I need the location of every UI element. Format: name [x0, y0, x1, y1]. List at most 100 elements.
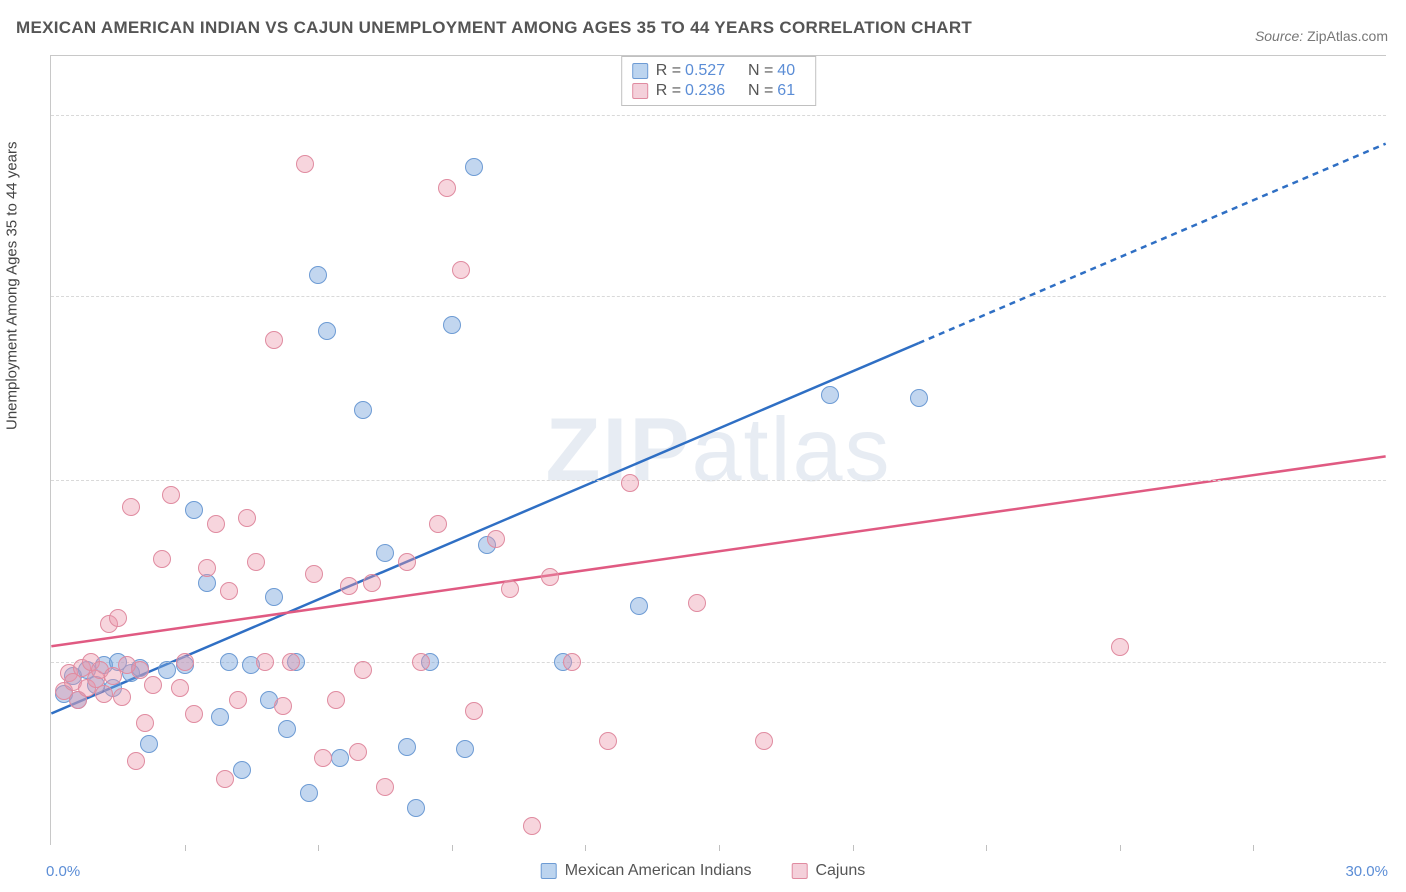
data-point	[354, 401, 372, 419]
series-legend-item: Mexican American Indians	[541, 862, 752, 880]
data-point	[176, 653, 194, 671]
x-tick-mark	[585, 845, 586, 851]
data-point	[340, 577, 358, 595]
data-point	[541, 568, 559, 586]
x-tick-mark	[1253, 845, 1254, 851]
data-point	[1111, 638, 1129, 656]
trend-line-extrapolated	[919, 144, 1386, 343]
y-axis-label: Unemployment Among Ages 35 to 44 years	[4, 141, 21, 430]
data-point	[238, 509, 256, 527]
legend-row: R =0.236 N =61	[632, 81, 806, 101]
trend-line	[51, 456, 1385, 646]
data-point	[118, 656, 136, 674]
data-point	[233, 761, 251, 779]
data-point	[136, 714, 154, 732]
gridline	[51, 115, 1386, 116]
legend-swatch	[632, 63, 648, 79]
data-point	[220, 582, 238, 600]
watermark: ZIPatlas	[545, 399, 891, 502]
data-point	[331, 749, 349, 767]
data-point	[314, 749, 332, 767]
data-point	[412, 653, 430, 671]
series-name: Mexican American Indians	[565, 862, 752, 880]
x-tick-mark	[318, 845, 319, 851]
data-point	[109, 609, 127, 627]
data-point	[688, 594, 706, 612]
source-attribution: Source: ZipAtlas.com	[1255, 28, 1388, 44]
x-tick-mark	[185, 845, 186, 851]
data-point	[821, 386, 839, 404]
legend-text: R =0.527 N =40	[656, 62, 806, 80]
data-point	[456, 740, 474, 758]
data-point	[216, 770, 234, 788]
data-point	[282, 653, 300, 671]
data-point	[122, 498, 140, 516]
data-point	[278, 720, 296, 738]
y-tick-label: 6.3%	[1392, 653, 1406, 670]
legend-row: R =0.527 N =40	[632, 61, 806, 81]
data-point	[265, 588, 283, 606]
series-name: Cajuns	[815, 862, 865, 880]
data-point	[309, 266, 327, 284]
data-point	[162, 486, 180, 504]
data-point	[443, 316, 461, 334]
data-point	[265, 331, 283, 349]
data-point	[211, 708, 229, 726]
series-legend-item: Cajuns	[791, 862, 865, 880]
data-point	[220, 653, 238, 671]
watermark-zip: ZIP	[545, 400, 691, 500]
gridline	[51, 480, 1386, 481]
legend-text: R =0.236 N =61	[656, 82, 806, 100]
trend-lines-layer	[51, 56, 1386, 845]
x-tick-mark	[452, 845, 453, 851]
data-point	[185, 705, 203, 723]
data-point	[465, 158, 483, 176]
data-point	[398, 553, 416, 571]
legend-swatch	[541, 863, 557, 879]
data-point	[910, 389, 928, 407]
x-axis-origin-label: 0.0%	[46, 863, 80, 880]
data-point	[318, 322, 336, 340]
data-point	[300, 784, 318, 802]
data-point	[599, 732, 617, 750]
y-tick-label: 12.5%	[1392, 472, 1406, 489]
data-point	[274, 697, 292, 715]
data-point	[185, 501, 203, 519]
data-point	[523, 817, 541, 835]
y-tick-label: 18.8%	[1392, 287, 1406, 304]
x-tick-mark	[719, 845, 720, 851]
data-point	[563, 653, 581, 671]
gridline	[51, 296, 1386, 297]
data-point	[207, 515, 225, 533]
x-tick-mark	[853, 845, 854, 851]
x-axis-max-label: 30.0%	[1345, 863, 1388, 880]
series-legend: Mexican American Indians Cajuns	[541, 862, 866, 880]
data-point	[621, 474, 639, 492]
data-point	[305, 565, 323, 583]
legend-swatch	[791, 863, 807, 879]
source-label: Source:	[1255, 28, 1303, 44]
data-point	[429, 515, 447, 533]
data-point	[755, 732, 773, 750]
data-point	[452, 261, 470, 279]
data-point	[501, 580, 519, 598]
data-point	[140, 735, 158, 753]
data-point	[407, 799, 425, 817]
data-point	[171, 679, 189, 697]
data-point	[153, 550, 171, 568]
x-tick-mark	[1120, 845, 1121, 851]
x-tick-mark	[986, 845, 987, 851]
data-point	[144, 676, 162, 694]
data-point	[95, 685, 113, 703]
data-point	[630, 597, 648, 615]
chart-title: MEXICAN AMERICAN INDIAN VS CAJUN UNEMPLO…	[16, 18, 972, 38]
data-point	[363, 574, 381, 592]
data-point	[465, 702, 483, 720]
data-point	[158, 661, 176, 679]
data-point	[327, 691, 345, 709]
correlation-legend: R =0.527 N =40 R =0.236 N =61	[621, 56, 817, 106]
source-value: ZipAtlas.com	[1307, 28, 1388, 44]
data-point	[487, 530, 505, 548]
data-point	[229, 691, 247, 709]
data-point	[127, 752, 145, 770]
